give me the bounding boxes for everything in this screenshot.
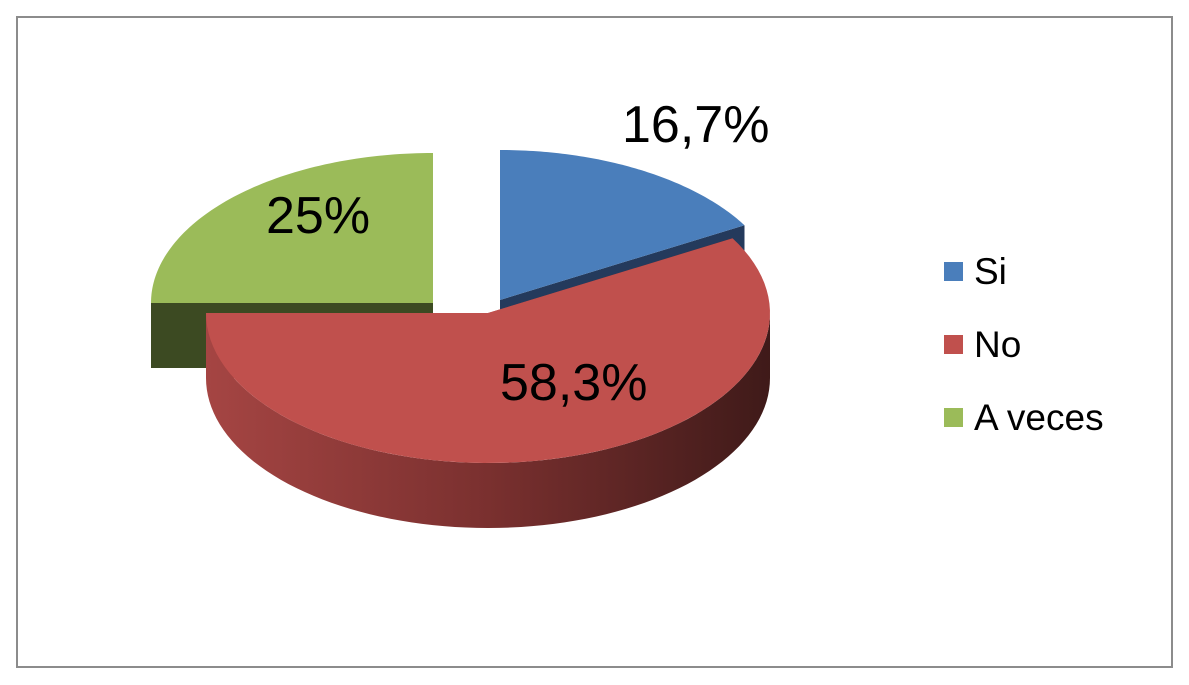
legend-label-no: No [974, 324, 1021, 365]
slice-a-veces [151, 153, 433, 303]
data-label-si: 16,7% [622, 96, 769, 154]
data-label-no: 58,3% [500, 354, 647, 412]
legend-label-si: Si [974, 251, 1007, 292]
legend-swatch-no [944, 335, 963, 354]
legend-swatch-a-veces [944, 408, 963, 427]
slice-si [500, 150, 745, 300]
data-label-a-veces: 25% [266, 187, 370, 245]
slice-wall-no [206, 313, 770, 528]
legend: Si No A veces [944, 251, 1104, 438]
legend-label-a-veces: A veces [974, 397, 1104, 438]
legend-swatch-si [944, 262, 963, 281]
slice-no [206, 238, 770, 463]
